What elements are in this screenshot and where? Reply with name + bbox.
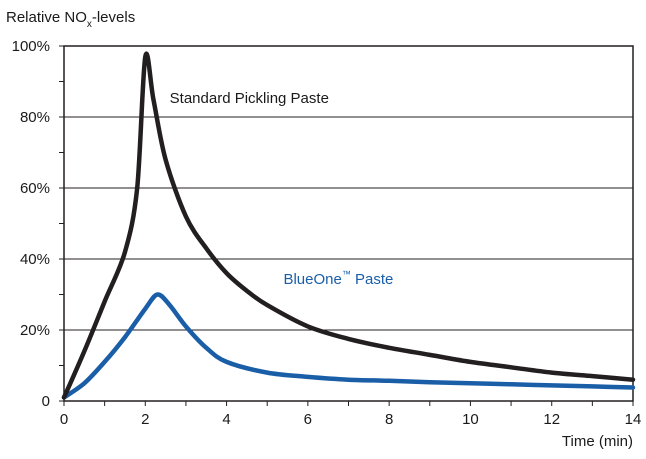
x-tick-label: 2: [141, 411, 149, 428]
x-axis: 0 2 4 6 8 10 12 14: [60, 401, 642, 428]
series-lines: [61, 51, 636, 400]
x-tick-label: 10: [462, 411, 479, 428]
x-axis-title: Time (min): [562, 433, 633, 450]
plot-area: [63, 45, 634, 402]
y-axis: 0 20% 40% 60% 80% 100%: [12, 38, 64, 410]
y-tick-label: 0: [42, 393, 50, 410]
y-axis-title-subscript: x: [87, 19, 92, 30]
series-line: [61, 51, 636, 400]
annotations: Standard Pickling Paste BlueOne™ Paste: [170, 90, 394, 288]
x-tick-label: 8: [385, 411, 393, 428]
x-tick-label: 4: [222, 411, 230, 428]
y-tick-label: 20%: [20, 322, 50, 339]
x-tick-label: 6: [304, 411, 312, 428]
y-axis-title: Relative NOx-levels: [6, 9, 135, 30]
y-tick-label: 80%: [20, 109, 50, 126]
y-tick-label: 60%: [20, 180, 50, 197]
y-tick-label: 40%: [20, 251, 50, 268]
series-annotation: BlueOne™ Paste: [283, 269, 393, 288]
y-tick-label: 100%: [12, 38, 50, 55]
grid-lines: [64, 116, 633, 331]
x-tick-label: 12: [543, 411, 560, 428]
x-tick-label: 0: [60, 411, 68, 428]
series-annotation: Standard Pickling Paste: [170, 90, 329, 107]
series-line: [61, 292, 636, 400]
x-tick-label: 14: [625, 411, 642, 428]
